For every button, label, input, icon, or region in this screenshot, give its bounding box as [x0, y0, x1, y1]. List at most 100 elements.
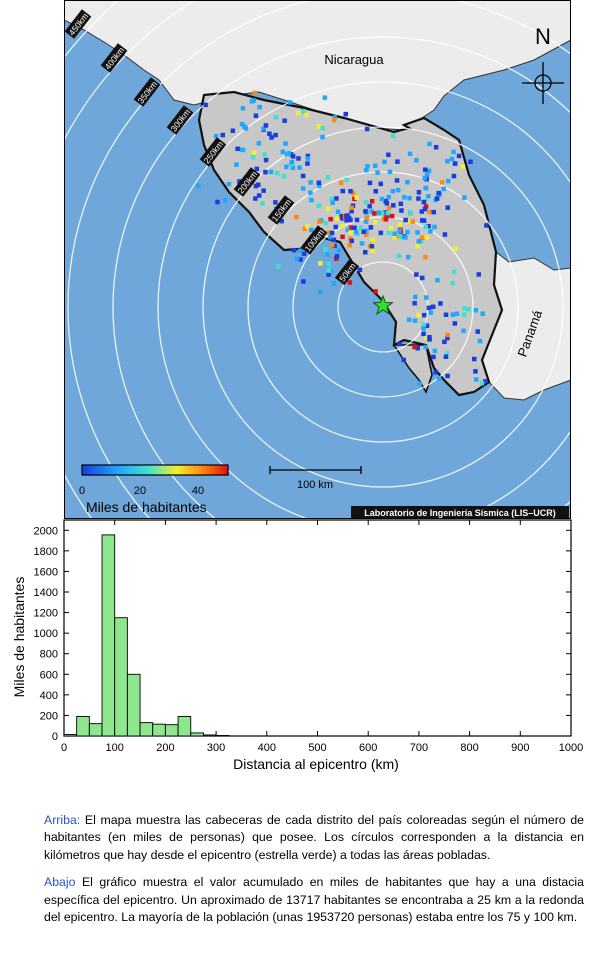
- population-point: [436, 190, 441, 196]
- population-point: [372, 211, 377, 216]
- population-point: [421, 199, 427, 205]
- population-point: [410, 219, 416, 224]
- population-point: [474, 377, 479, 382]
- population-point: [328, 216, 333, 222]
- population-point: [379, 196, 385, 202]
- population-point: [268, 169, 274, 175]
- population-point: [454, 311, 460, 316]
- population-point: [387, 169, 393, 175]
- x-tick-label: 600: [359, 742, 377, 754]
- population-point: [399, 208, 404, 213]
- population-point: [432, 224, 437, 230]
- population-point: [257, 104, 262, 110]
- population-point: [280, 149, 286, 155]
- population-point: [423, 204, 429, 209]
- population-point: [422, 206, 428, 212]
- population-point: [252, 90, 258, 96]
- population-point: [427, 209, 432, 215]
- population-point: [340, 234, 345, 240]
- population-point: [363, 250, 368, 255]
- population-point: [412, 318, 418, 323]
- y-tick-label: 2000: [34, 525, 58, 537]
- population-point: [364, 228, 369, 233]
- population-point: [291, 247, 297, 253]
- population-point: [359, 241, 365, 246]
- population-point: [383, 210, 388, 215]
- population-point: [421, 326, 426, 331]
- caption-top-body: El mapa muestra las cabeceras de cada di…: [44, 813, 584, 862]
- population-point: [452, 321, 458, 326]
- population-point: [378, 181, 383, 187]
- population-point: [273, 115, 279, 120]
- population-point: [384, 214, 389, 220]
- population-point: [443, 354, 449, 359]
- population-point: [406, 254, 411, 260]
- population-point: [340, 216, 345, 221]
- population-point: [297, 165, 302, 170]
- colorbar: [81, 464, 229, 476]
- population-point: [334, 256, 339, 261]
- population-point: [301, 279, 306, 284]
- population-point: [472, 356, 477, 362]
- population-point: [422, 312, 427, 318]
- population-point: [213, 133, 219, 139]
- population-point: [423, 254, 428, 260]
- population-point: [363, 209, 368, 214]
- population-point: [240, 106, 246, 111]
- population-point: [282, 118, 287, 123]
- population-point: [223, 198, 228, 203]
- population-point: [395, 187, 401, 193]
- histogram-bar: [63, 734, 78, 737]
- population-point: [273, 200, 278, 205]
- scale-bar-label: 100 km: [297, 479, 333, 491]
- population-point: [435, 277, 440, 283]
- population-point: [354, 229, 359, 235]
- population-point: [445, 335, 450, 341]
- population-point: [260, 201, 265, 206]
- population-point: [253, 113, 259, 118]
- credit-box: [351, 506, 569, 519]
- population-point: [380, 210, 385, 216]
- population-point: [349, 238, 354, 244]
- map-frame: [64, 0, 571, 519]
- population-point: [348, 230, 353, 235]
- population-point: [445, 159, 450, 164]
- population-point: [412, 301, 417, 306]
- histogram-bar: [190, 732, 204, 737]
- population-point: [308, 180, 313, 185]
- population-point: [196, 183, 201, 189]
- population-point: [294, 256, 300, 262]
- population-point: [462, 306, 467, 311]
- population-point: [392, 235, 397, 240]
- colorbar-title: Miles de habitantes: [86, 499, 207, 515]
- population-point: [325, 230, 331, 235]
- population-point: [468, 159, 473, 164]
- population-point: [269, 135, 274, 140]
- population-point: [450, 312, 456, 317]
- population-point: [423, 344, 428, 350]
- figure-caption: Arriba: El mapa muestra las cabeceras de…: [44, 812, 584, 936]
- population-point: [328, 234, 333, 240]
- population-point: [220, 132, 225, 138]
- population-point: [237, 179, 242, 184]
- histogram-bar: [126, 673, 141, 737]
- epicenter-star-icon: [372, 294, 394, 315]
- population-point: [325, 252, 330, 257]
- population-point: [262, 152, 267, 157]
- population-point: [316, 203, 321, 208]
- population-point: [369, 209, 374, 214]
- colorbar-tick-0: 0: [79, 485, 85, 497]
- distance-ring: [112, 36, 571, 519]
- population-point: [301, 186, 306, 191]
- y-tick-label: 1400: [34, 587, 58, 599]
- population-point: [422, 175, 427, 181]
- population-point: [354, 217, 360, 223]
- population-point: [397, 228, 402, 233]
- y-axis-label: Miles de habitantes: [11, 577, 27, 698]
- x-tick-label: 1000: [559, 742, 583, 754]
- population-point: [328, 268, 334, 274]
- population-point: [364, 168, 369, 173]
- y-tick-label: 600: [40, 669, 58, 681]
- population-point: [475, 329, 480, 334]
- histogram-bar: [215, 735, 230, 737]
